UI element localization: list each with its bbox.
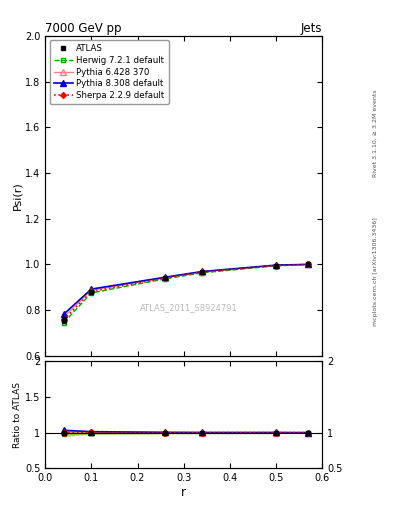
- Y-axis label: Ratio to ATLAS: Ratio to ATLAS: [13, 382, 22, 447]
- X-axis label: r: r: [181, 486, 186, 499]
- Text: 7000 GeV pp: 7000 GeV pp: [45, 22, 122, 35]
- Legend: ATLAS, Herwig 7.2.1 default, Pythia 6.428 370, Pythia 8.308 default, Sherpa 2.2.: ATLAS, Herwig 7.2.1 default, Pythia 6.42…: [50, 40, 169, 104]
- Text: mcplots.cern.ch [arXiv:1306.3436]: mcplots.cern.ch [arXiv:1306.3436]: [373, 217, 378, 326]
- Text: ATLAS_2011_S8924791: ATLAS_2011_S8924791: [140, 303, 238, 312]
- Text: Jets: Jets: [301, 22, 322, 35]
- Text: Rivet 3.1.10, ≥ 3.2M events: Rivet 3.1.10, ≥ 3.2M events: [373, 89, 378, 177]
- Y-axis label: Psi(r): Psi(r): [12, 181, 22, 210]
